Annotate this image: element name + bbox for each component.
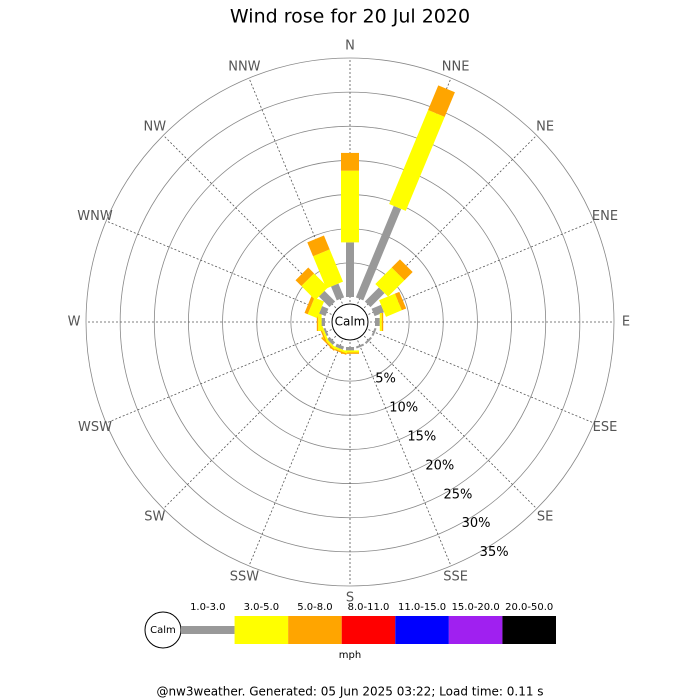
direction-label: NNE	[442, 60, 470, 75]
bar-segment	[301, 273, 329, 301]
bar-segment	[346, 242, 354, 297]
legend-label: 1.0-3.0	[190, 602, 225, 613]
bar-segment	[330, 283, 345, 301]
ring	[85, 57, 615, 587]
bar-segment	[428, 85, 455, 117]
bar-segment	[391, 259, 413, 281]
grid: 5%10%15%20%25%30%35%NNNENEENEEESESESSESS…	[68, 39, 631, 606]
bar-segment	[319, 324, 329, 342]
bar-segment	[341, 350, 359, 353]
legend-label: 8.0-11.0	[348, 602, 390, 613]
direction-label: NW	[144, 119, 167, 134]
bar-segment	[313, 249, 343, 289]
legend-swatch	[502, 616, 556, 644]
r-tick-label: 15%	[407, 429, 436, 444]
legend-swatch	[234, 616, 289, 644]
calm-label: Calm	[335, 315, 366, 329]
direction-label: WSW	[78, 420, 112, 435]
r-tick-label: 20%	[425, 458, 454, 473]
legend-swatch	[395, 616, 449, 644]
bar-segment	[307, 235, 330, 257]
direction-label: E	[622, 315, 630, 330]
footer: @nw3weather. Generated: 05 Jun 2025 03:2…	[156, 685, 543, 699]
direction-label: N	[345, 39, 355, 54]
bar-segment	[295, 267, 315, 287]
direction-label: ESE	[593, 420, 618, 435]
direction-label: SE	[537, 510, 553, 525]
spoke	[349, 321, 537, 509]
legend-swatch	[288, 616, 342, 644]
bar-segment	[341, 170, 359, 243]
legend-label: 5.0-8.0	[297, 602, 332, 613]
direction-label: NNW	[228, 60, 260, 75]
bar-segment	[341, 352, 359, 354]
spoke	[349, 321, 452, 567]
chart-title: Wind rose for 20 Jul 2020	[230, 6, 470, 28]
bar-segment	[321, 318, 326, 326]
direction-label: SW	[144, 510, 165, 525]
r-tick-label: 5%	[375, 371, 396, 386]
bar-segment	[341, 152, 359, 171]
spoke	[349, 321, 595, 424]
ring	[153, 125, 547, 519]
r-tick-label: 10%	[389, 400, 418, 415]
legend-label: 20.0-50.0	[505, 602, 553, 613]
direction-label: NE	[536, 119, 554, 134]
bar-segment	[307, 297, 325, 319]
calm-circle	[331, 303, 369, 341]
bar-segment	[371, 327, 377, 337]
direction-label: W	[68, 315, 81, 330]
direction-label: WNW	[77, 209, 113, 224]
legend-label: 3.0-5.0	[244, 602, 279, 613]
bar-segment	[374, 318, 380, 326]
bar-segment	[304, 296, 315, 315]
bar-segment	[379, 293, 402, 317]
bar-segment	[318, 290, 336, 308]
bar-segment	[319, 306, 329, 317]
bar-segment	[389, 109, 445, 211]
spoke	[248, 321, 351, 567]
bars	[295, 85, 455, 355]
bar-segment	[321, 337, 335, 351]
legend-unit: mph	[339, 650, 361, 661]
bar-segment	[346, 347, 354, 351]
legend: Calm mph 1.0-3.0 3.0-5.0 5.0-8.0 8.0-11.0 11…	[144, 602, 556, 661]
r-tick-label: 35%	[480, 545, 509, 560]
bar-segment	[364, 287, 385, 308]
legend-label: 15.0-20.0	[452, 602, 500, 613]
r-tick-label: 30%	[462, 516, 491, 531]
bar-segment	[318, 313, 322, 331]
bar-segment	[375, 267, 405, 297]
spoke	[105, 321, 351, 424]
bar-segment	[394, 291, 407, 311]
legend-calm-label: Calm	[150, 625, 176, 636]
direction-label: ENE	[592, 209, 618, 224]
bar-segment	[327, 336, 336, 345]
r-tick-label: 25%	[443, 487, 472, 502]
legend-swatch	[341, 616, 396, 644]
bar-segment	[364, 336, 372, 344]
bar-segment	[355, 343, 365, 349]
direction-label: SSW	[230, 569, 260, 584]
legend-swatch	[448, 616, 503, 644]
direction-label: S	[346, 591, 354, 606]
bar-segment	[355, 205, 402, 301]
legend-swatch	[181, 626, 235, 634]
bar-segment	[381, 313, 384, 331]
spoke	[163, 321, 351, 509]
direction-label: SSE	[443, 569, 468, 584]
legend-label: 11.0-15.0	[398, 602, 446, 613]
bar-segment	[335, 343, 345, 350]
bar-segment	[379, 313, 382, 331]
bar-segment	[323, 327, 329, 337]
